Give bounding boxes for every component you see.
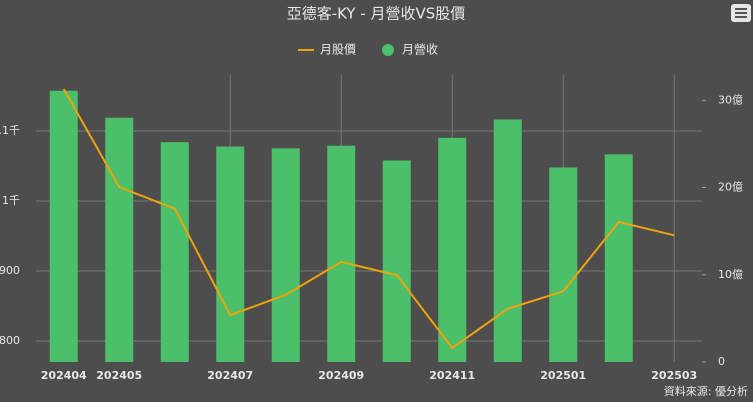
y2-tick-label: 10億 — [718, 268, 743, 281]
source-note: 資料來源: 優分析 — [664, 384, 748, 398]
menu-line — [735, 8, 747, 10]
x-tick-label: 202404 — [41, 369, 87, 382]
menu-line — [735, 16, 747, 18]
bar — [493, 119, 522, 362]
y-tick-label: 1.1千 — [0, 124, 20, 137]
y-tick-label: 900 — [0, 264, 20, 277]
bar — [49, 90, 78, 363]
bar — [105, 117, 134, 362]
menu-button[interactable] — [731, 4, 751, 22]
x-tick-label: 202409 — [318, 369, 364, 382]
legend-label: 月股價 — [320, 43, 356, 57]
bar — [549, 167, 578, 362]
bar — [382, 160, 411, 362]
y-tick-label: 800 — [0, 334, 20, 347]
x-tick-label: 202501 — [540, 369, 586, 382]
x-tick-label: 202411 — [429, 369, 475, 382]
legend-label: 月營收 — [402, 43, 438, 57]
bar — [327, 145, 356, 362]
bar — [271, 148, 300, 362]
legend-symbol — [382, 44, 394, 56]
menu-line — [735, 12, 747, 14]
line — [62, 88, 675, 350]
x-tick-label: 202405 — [96, 369, 142, 382]
y-tick-label: 1千 — [2, 194, 20, 207]
bar — [216, 146, 245, 362]
x-tick-label: 202407 — [207, 369, 253, 382]
x-tick-label: 202503 — [651, 369, 697, 382]
bar — [160, 142, 189, 362]
y2-tick-label: 0 — [718, 355, 725, 368]
bar — [604, 154, 633, 362]
y2-tick-label: 20億 — [718, 181, 743, 194]
y2-tick-label: 30億 — [718, 93, 743, 106]
chart-title: 亞德客-KY - 月營收VS股價 — [287, 5, 466, 23]
bar — [438, 137, 467, 362]
